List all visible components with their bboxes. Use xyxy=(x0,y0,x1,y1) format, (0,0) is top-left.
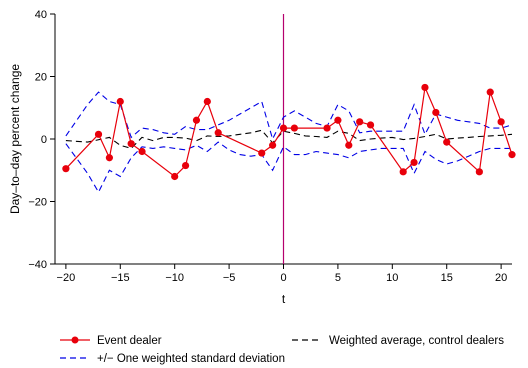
data-point xyxy=(181,161,190,170)
data-point xyxy=(279,124,288,132)
y-ticks: −40 −20 0 20 40 xyxy=(28,9,55,271)
x-tick-label: −10 xyxy=(165,272,184,284)
data-point xyxy=(171,172,179,181)
x-tick-label: 15 xyxy=(441,272,453,284)
y-axis-title: Day–to–day percent change xyxy=(8,64,22,214)
data-point xyxy=(290,124,298,132)
x-tick-label: 5 xyxy=(335,272,341,284)
x-ticks: −20 −15 −10 −5 0 5 10 15 20 xyxy=(57,264,507,284)
x-tick-label: −5 xyxy=(223,272,236,284)
data-point xyxy=(127,140,135,148)
data-point xyxy=(323,124,331,132)
series-layer xyxy=(62,83,516,194)
series-line-3 xyxy=(65,141,512,194)
x-axis-title: t xyxy=(282,292,286,306)
data-point xyxy=(421,83,429,92)
data-point xyxy=(432,108,440,117)
legend-label-event-dealer: Event dealer xyxy=(97,335,162,347)
data-point xyxy=(116,97,124,106)
data-point xyxy=(345,141,353,149)
series-line-2 xyxy=(65,91,513,141)
x-tick-label: 0 xyxy=(280,272,286,284)
data-point xyxy=(258,149,266,157)
legend-item-control-dealers: Weighted average, control dealers xyxy=(292,335,504,347)
data-point xyxy=(486,88,494,96)
data-point xyxy=(192,116,201,124)
data-point xyxy=(366,121,375,129)
legend-marker-event-dealer xyxy=(71,336,79,344)
series-line-1 xyxy=(65,129,513,150)
data-point xyxy=(94,130,103,138)
x-tick-label: −15 xyxy=(111,272,130,284)
data-point xyxy=(497,118,505,126)
data-point xyxy=(203,97,211,106)
y-tick-label: −20 xyxy=(28,197,47,209)
y-tick-label: 40 xyxy=(35,9,47,21)
y-tick-label: 20 xyxy=(35,72,47,84)
data-point xyxy=(508,151,516,159)
data-point xyxy=(334,116,342,124)
legend-label-std-dev: +/− One weighted standard deviation xyxy=(97,353,285,365)
plot-area: −20 −15 −10 −5 0 5 10 15 20 −40 −20 0 20 40 xyxy=(28,9,516,284)
legend-label-control-dealers: Weighted average, control dealers xyxy=(329,335,504,347)
data-point xyxy=(399,168,407,176)
data-point xyxy=(410,158,418,167)
data-point xyxy=(138,147,146,156)
x-tick-label: 20 xyxy=(495,272,507,284)
x-tick-label: 10 xyxy=(386,272,398,284)
legend-item-std-dev: +/− One weighted standard deviation xyxy=(60,353,285,365)
y-tick-label: 0 xyxy=(41,134,47,146)
data-point xyxy=(443,138,451,146)
x-tick-label: −20 xyxy=(57,272,76,284)
data-point xyxy=(214,129,222,137)
data-point xyxy=(356,118,364,126)
legend: Event dealer Weighted average, control d… xyxy=(60,335,504,365)
y-tick-label: −40 xyxy=(28,259,47,271)
data-point xyxy=(269,141,277,149)
legend-item-event-dealer: Event dealer xyxy=(60,335,162,347)
data-point xyxy=(105,154,114,162)
data-point xyxy=(475,168,483,176)
data-point xyxy=(62,165,70,173)
